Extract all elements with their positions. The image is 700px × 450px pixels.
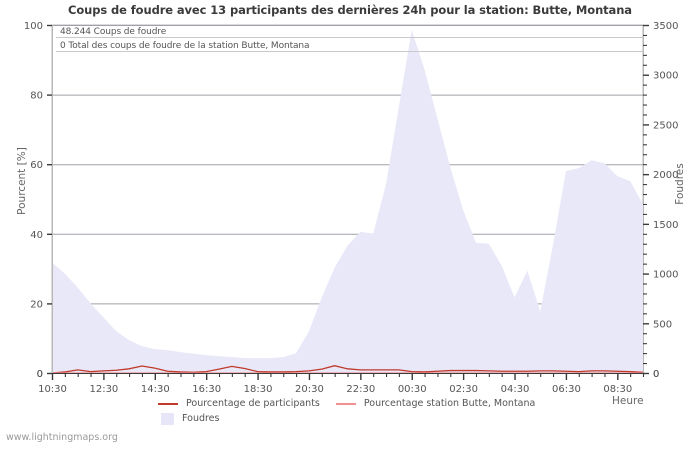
tick-label-left: 0 <box>37 369 43 380</box>
tick-label-left: 40 <box>30 230 43 241</box>
tick-label-right: 1500 <box>653 220 678 231</box>
legend-row-1: Pourcentage de participants Pourcentage … <box>158 396 551 411</box>
legend-label-participants: Pourcentage de participants <box>186 398 320 409</box>
baseline-zero-right: 0 <box>653 369 659 380</box>
legend-box-swatch-strokes <box>161 412 174 425</box>
tick-label-left: 100 <box>24 21 43 32</box>
tick-label-x: 14:30 <box>141 384 170 395</box>
tick-label-x: 16:30 <box>192 384 221 395</box>
tick-label-left: 20 <box>30 299 43 310</box>
tick-label-right: 500 <box>653 319 672 330</box>
line-series-participants <box>51 365 644 374</box>
legend-item-strokes[interactable]: Foudres <box>158 412 220 425</box>
tick-label-right: 3000 <box>653 71 678 82</box>
legend-item-participants[interactable]: Pourcentage de participants <box>158 398 320 409</box>
legend-label-station: Pourcentage station Butte, Montana <box>363 398 536 409</box>
legend-line-swatch-participants <box>158 402 178 405</box>
legend-item-station[interactable]: Pourcentage station Butte, Montana <box>335 398 536 409</box>
tick-label-right: 2000 <box>653 170 678 181</box>
tick-label-left: 80 <box>30 91 43 102</box>
y-axis-left-label: Pourcent [%] <box>16 147 28 215</box>
tick-label-x: 10:30 <box>38 384 67 395</box>
tick-label-left: 60 <box>30 160 43 171</box>
tick-label-x: 02:30 <box>449 384 478 395</box>
tick-label-x: 00:30 <box>398 384 427 395</box>
legend-row-2: Foudres <box>158 411 551 426</box>
tick-label-x: 06:30 <box>552 384 581 395</box>
tick-label-x: 22:30 <box>346 384 375 395</box>
legend-line-swatch-station <box>335 402 356 405</box>
tick-label-x: 04:30 <box>501 384 530 395</box>
area-series-foudres <box>52 29 643 373</box>
annotation-station-total: 0 Total des coups de foudre de la statio… <box>60 41 310 51</box>
page-title: Coups de foudre avec 13 participants des… <box>68 3 632 17</box>
chart-legend: Pourcentage de participants Pourcentage … <box>158 396 551 426</box>
tick-label-x: 18:30 <box>244 384 273 395</box>
legend-label-strokes: Foudres <box>182 413 220 424</box>
y-axis-right-label: Foudres <box>674 163 686 205</box>
tick-label-x: 12:30 <box>89 384 118 395</box>
tick-label-x: 08:30 <box>603 384 632 395</box>
tick-label-x: 20:30 <box>295 384 324 395</box>
annotation-total-strokes: 48.244 Coups de foudre <box>60 27 167 37</box>
footer-attribution: www.lightningmaps.org <box>6 432 118 443</box>
tick-label-right: 0 <box>653 369 659 380</box>
x-axis-label: Heure <box>612 395 644 407</box>
tick-label-right: 3500 <box>653 21 678 32</box>
tick-label-right: 2500 <box>653 120 678 131</box>
baseline-zero-left: 0 <box>37 369 43 380</box>
tick-label-right: 1000 <box>653 270 678 281</box>
